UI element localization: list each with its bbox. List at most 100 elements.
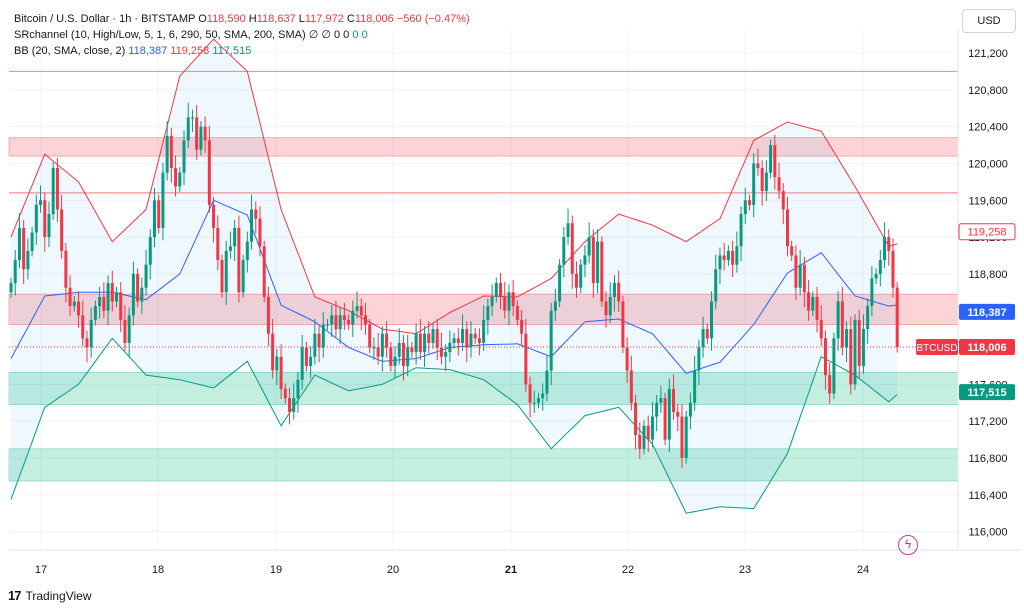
candle: [115, 292, 118, 302]
candle: [431, 329, 435, 343]
candle: [608, 296, 612, 316]
candle: [528, 384, 532, 403]
candle: [262, 246, 266, 297]
candle: [638, 434, 642, 449]
candle: [718, 255, 722, 270]
candle: [807, 292, 811, 311]
symbol-price-tag-label: BTCUSD: [916, 343, 957, 354]
candle: [650, 416, 654, 440]
candle: [127, 315, 131, 343]
candle: [566, 223, 570, 238]
candle: [600, 241, 604, 302]
candle: [102, 296, 106, 311]
candle: [499, 283, 503, 297]
candle: [93, 306, 97, 320]
candle: [891, 250, 895, 288]
high-label: H: [248, 13, 257, 25]
candle: [410, 347, 414, 353]
candle: [823, 338, 827, 376]
candle: [283, 388, 287, 399]
currency-button[interactable]: USD: [962, 9, 1016, 33]
candle: [199, 126, 203, 150]
candle: [250, 209, 254, 242]
y-tick-label: 116,400: [969, 490, 1008, 502]
candle: [157, 200, 161, 228]
candle: [503, 296, 507, 311]
candle: [676, 411, 680, 417]
candle: [271, 333, 275, 371]
candle: [212, 204, 216, 228]
candle: [794, 255, 798, 288]
y-tick-label: 116,000: [969, 527, 1008, 539]
srchannel-legend-row[interactable]: SRchannel (10, High/Low, 5, 1, 6, 290, 5…: [14, 27, 470, 43]
bb-legend-row[interactable]: BB (20, SMA, close, 2) 118,387 119,258 1…: [14, 43, 470, 59]
candle: [254, 209, 258, 219]
candle: [47, 214, 51, 238]
candle: [574, 273, 578, 288]
candle: [439, 347, 443, 357]
candle: [760, 168, 764, 192]
candle: [81, 315, 85, 339]
candle: [482, 319, 486, 343]
candle: [64, 250, 68, 288]
candle: [110, 283, 114, 302]
candle: [887, 237, 891, 251]
x-tick-label: 22: [622, 564, 634, 576]
candle: [769, 145, 773, 173]
candle: [726, 250, 730, 261]
candle: [456, 338, 460, 343]
symbol-legend-row[interactable]: Bitcoin / U.S. Dollar · 1h · BITSTAMP O1…: [14, 11, 470, 27]
candle: [296, 379, 300, 399]
candle: [448, 342, 452, 353]
basis-price-tag: [959, 303, 1015, 320]
candle: [477, 338, 481, 343]
candle: [237, 227, 241, 293]
candle: [570, 223, 574, 274]
candle: [355, 306, 359, 311]
y-tick-label: 120,000: [968, 158, 1008, 170]
candle: [672, 388, 676, 412]
candle: [870, 278, 874, 307]
candle: [347, 319, 351, 325]
candle: [659, 398, 663, 403]
candle: [279, 356, 283, 389]
high-value: 118,637: [256, 13, 296, 25]
candle: [878, 260, 882, 274]
candle: [406, 347, 410, 366]
candle: [140, 287, 144, 302]
x-tick-label: 19: [270, 564, 282, 576]
candle: [743, 200, 747, 215]
upper-price-tag: [958, 223, 1016, 241]
low-label: L: [298, 13, 305, 25]
srchannel-values: ∅ ∅ 0 0: [308, 29, 350, 41]
bb-lower-value: 117,515: [212, 45, 252, 57]
tradingview-footer[interactable]: 17 TradingView: [8, 588, 92, 603]
candle: [785, 209, 789, 247]
candle: [693, 370, 697, 403]
candle: [152, 200, 156, 238]
candle: [258, 218, 262, 247]
candle: [722, 255, 726, 261]
candle: [427, 333, 431, 343]
candle: [72, 301, 76, 307]
candle: [840, 301, 844, 348]
candle: [558, 264, 562, 302]
candle: [423, 333, 427, 353]
upper-price-tag-label: 119,258: [968, 227, 1007, 239]
candle: [490, 296, 494, 307]
candle: [119, 292, 123, 320]
x-tick-label: 20: [387, 564, 399, 576]
candle: [596, 241, 600, 284]
candle: [55, 168, 59, 210]
price-axis: [958, 0, 1024, 550]
candle: [43, 200, 47, 238]
candle: [98, 296, 102, 307]
candle: [17, 227, 21, 261]
candle: [798, 264, 802, 288]
candle: [545, 370, 549, 394]
candle: [667, 388, 671, 440]
y-tick-label: 116,800: [969, 453, 1008, 465]
candle: [617, 283, 621, 302]
flash-icon[interactable]: ϟ: [898, 535, 918, 555]
